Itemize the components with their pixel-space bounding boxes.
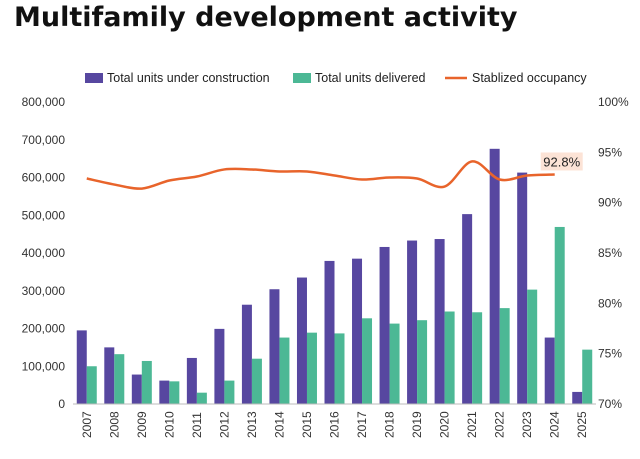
- bar-delivered: [527, 289, 538, 404]
- y-left-tick-label: 0: [58, 397, 65, 411]
- chart-title: Multifamily development activity: [14, 2, 518, 33]
- x-tick-label: 2009: [135, 411, 149, 438]
- y-right-tick-label: 80%: [598, 296, 622, 310]
- bar-under-construction: [324, 260, 335, 404]
- legend-label-occupancy: Stablized occupancy: [472, 71, 587, 85]
- bar-under-construction: [462, 214, 473, 404]
- x-tick-label: 2018: [383, 411, 397, 438]
- x-tick-label: 2010: [162, 411, 176, 438]
- bar-under-construction: [159, 380, 170, 404]
- bar-delivered: [251, 358, 262, 404]
- x-tick-label: 2022: [493, 411, 507, 438]
- bar-under-construction: [517, 172, 528, 404]
- x-tick-label: 2011: [190, 412, 204, 438]
- x-tick-label: 2014: [272, 411, 286, 438]
- bar-under-construction: [76, 330, 87, 404]
- legend-label-delivered: Total units delivered: [315, 71, 426, 85]
- legend-swatch-under-construction: [85, 73, 103, 83]
- y-left-tick-label: 600,000: [22, 171, 66, 185]
- y-right-tick-label: 75%: [598, 347, 622, 361]
- x-tick-label: 2012: [217, 411, 231, 438]
- bar-under-construction: [186, 357, 197, 404]
- bar-under-construction: [296, 277, 307, 404]
- y-left-tick-label: 400,000: [22, 246, 66, 260]
- x-tick-label: 2013: [245, 411, 259, 438]
- bar-delivered: [334, 333, 345, 404]
- y-left-tick-label: 700,000: [22, 133, 66, 147]
- y-right-tick-label: 70%: [598, 397, 622, 411]
- x-tick-label: 2019: [410, 411, 424, 438]
- bar-delivered: [417, 320, 428, 404]
- y-right-tick-label: 90%: [598, 196, 622, 210]
- bar-under-construction: [104, 347, 115, 404]
- y-left-tick-label: 300,000: [22, 284, 66, 298]
- bar-delivered: [196, 392, 207, 404]
- bar-under-construction: [352, 258, 363, 404]
- annotation-box: [540, 152, 583, 171]
- bar-delivered: [141, 360, 152, 404]
- legend-swatch-delivered: [293, 73, 311, 83]
- y-left-tick-label: 800,000: [22, 95, 66, 109]
- bar-under-construction: [489, 148, 500, 404]
- bar-delivered: [306, 332, 317, 404]
- y-right-tick-label: 95%: [598, 145, 622, 159]
- x-tick-label: 2023: [520, 411, 534, 438]
- bar-delivered: [389, 323, 400, 404]
- bar-delivered: [472, 312, 483, 404]
- bar-delivered: [499, 308, 510, 404]
- x-tick-label: 2007: [80, 411, 94, 438]
- bar-delivered: [86, 366, 97, 404]
- x-tick-label: 2024: [548, 411, 562, 438]
- bar-under-construction: [379, 246, 390, 404]
- bar-under-construction: [572, 391, 583, 404]
- bar-under-construction: [131, 374, 142, 404]
- x-tick-label: 2020: [438, 411, 452, 438]
- bar-delivered: [554, 226, 565, 404]
- x-tick-label: 2017: [355, 411, 369, 438]
- bar-delivered: [279, 337, 290, 404]
- y-left-tick-label: 200,000: [22, 322, 66, 336]
- y-right-tick-label: 100%: [598, 95, 629, 109]
- bar-under-construction: [434, 239, 445, 404]
- y-right-tick-label: 85%: [598, 246, 622, 260]
- y-left-tick-label: 100,000: [22, 359, 66, 373]
- bar-delivered: [114, 354, 125, 404]
- bar-under-construction: [214, 328, 225, 404]
- x-tick-label: 2015: [300, 411, 314, 438]
- bar-under-construction: [241, 304, 252, 404]
- bar-under-construction: [544, 337, 555, 404]
- bar-delivered: [362, 318, 373, 404]
- bar-under-construction: [407, 240, 418, 404]
- x-tick-label: 2008: [107, 411, 121, 438]
- x-tick-label: 2021: [465, 411, 479, 438]
- x-tick-label: 2025: [575, 411, 589, 438]
- annotation-label: 92.8%: [543, 154, 580, 169]
- bar-under-construction: [269, 289, 280, 404]
- bar-delivered: [444, 311, 455, 404]
- legend-label-under-construction: Total units under construction: [107, 71, 270, 85]
- x-tick-label: 2016: [328, 411, 342, 438]
- bar-delivered: [169, 381, 180, 404]
- occupancy-line: [86, 160, 555, 190]
- bar-delivered: [224, 380, 235, 404]
- y-left-tick-label: 500,000: [22, 208, 66, 222]
- bar-delivered: [582, 349, 593, 404]
